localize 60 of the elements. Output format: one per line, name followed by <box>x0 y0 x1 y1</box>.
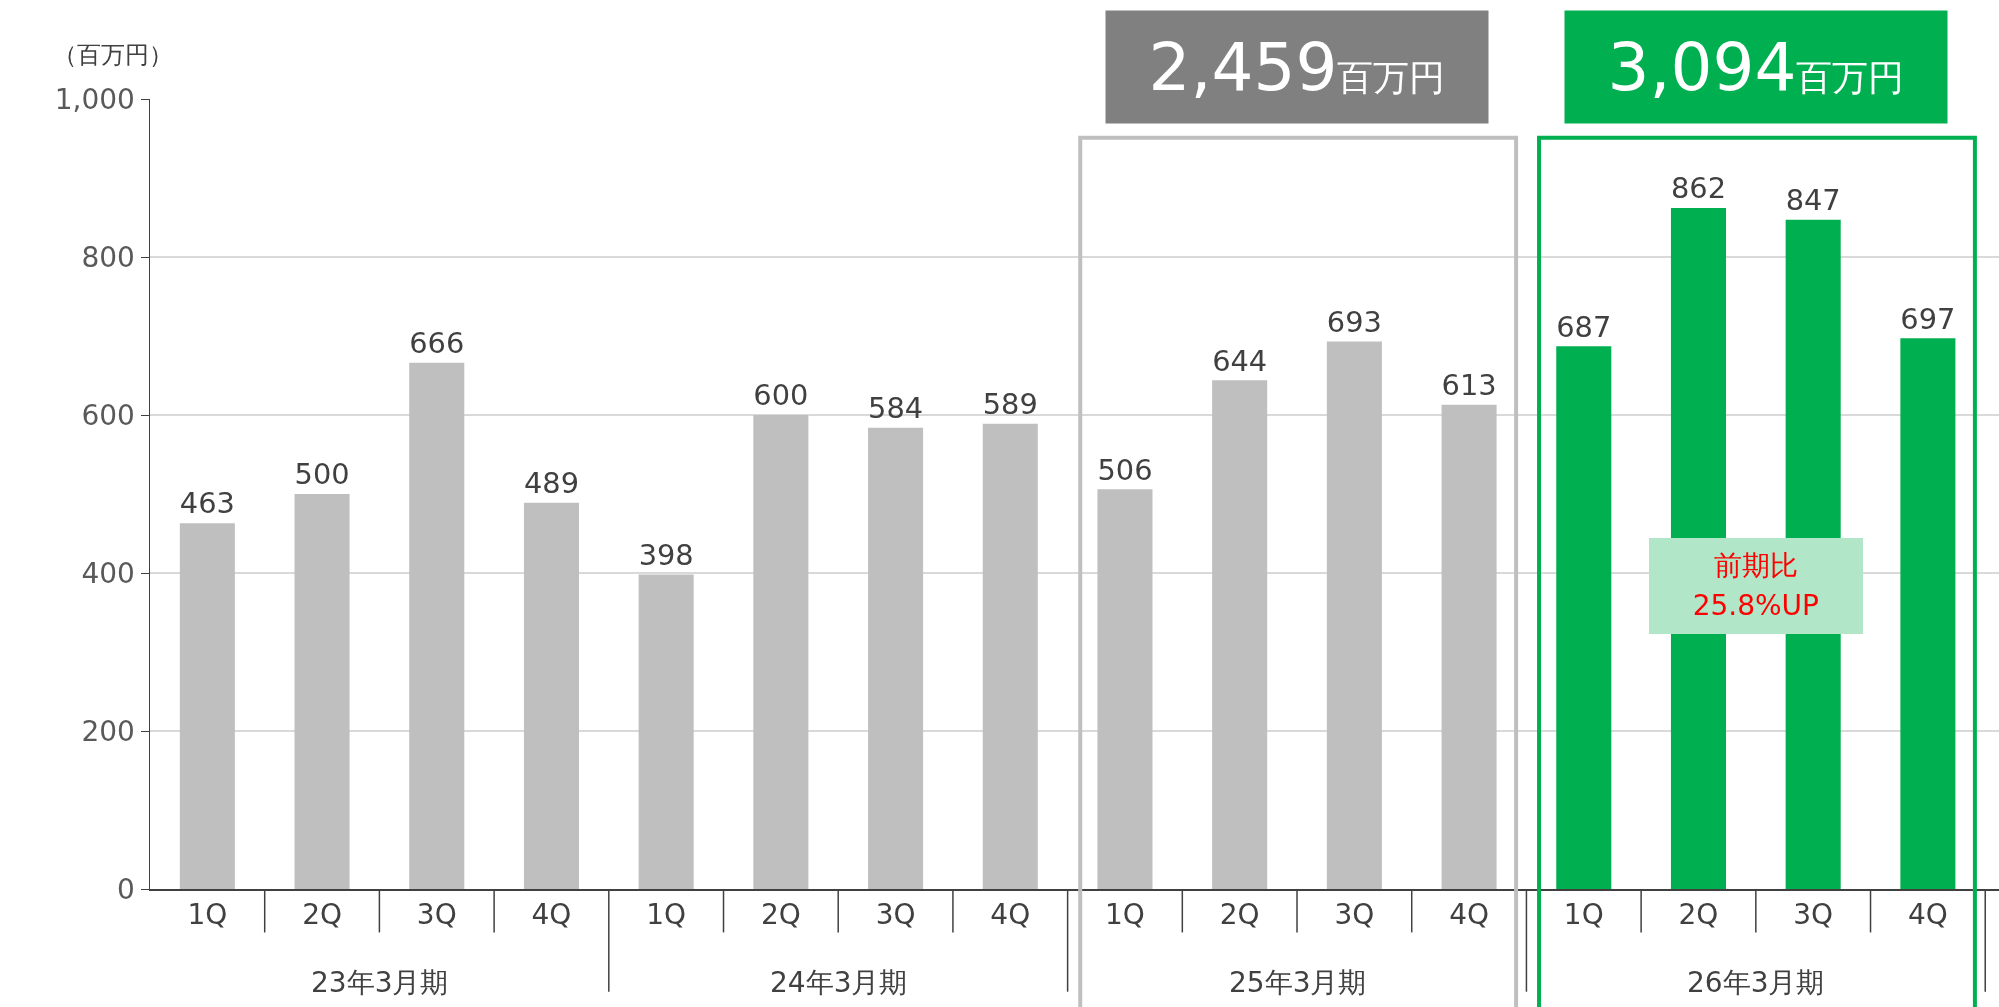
x-tick-label: 2Q <box>760 898 801 932</box>
data-label: 644 <box>1212 343 1268 378</box>
x-tick-label: 3Q <box>1793 898 1834 932</box>
data-label: 693 <box>1326 304 1382 339</box>
x-tick-label: 1Q <box>1563 898 1604 932</box>
x-tick-label: 4Q <box>1449 898 1490 932</box>
data-label: 489 <box>523 465 579 500</box>
x-tick-label: 1Q <box>646 898 687 932</box>
data-label: 613 <box>1441 368 1497 402</box>
x-tick-label: 2Q <box>302 898 342 932</box>
y-tick-label: 1,000 <box>54 82 135 116</box>
bar <box>982 423 1038 889</box>
bar <box>1326 341 1382 889</box>
data-label: 589 <box>982 386 1038 421</box>
x-tick-label: 1Q <box>187 898 228 932</box>
bar <box>409 362 465 889</box>
x-tick-label: 4Q <box>1907 898 1948 932</box>
text: 24年3月期 <box>770 966 908 999</box>
bar <box>868 427 924 889</box>
data-label: 500 <box>294 457 350 492</box>
data-label: 584 <box>868 390 924 425</box>
bar <box>1556 346 1612 889</box>
bar <box>1900 338 1956 889</box>
y-tick-label: 600 <box>81 398 135 432</box>
data-label: 862 <box>1670 171 1726 206</box>
bar <box>753 415 809 889</box>
data-label: 398 <box>638 537 694 572</box>
y-tick-label: 400 <box>81 556 135 590</box>
x-tick-label: 3Q <box>1334 898 1375 932</box>
data-label: 697 <box>1900 301 1956 336</box>
text: 26年3月期 <box>1687 966 1825 999</box>
bar <box>294 494 350 889</box>
bar <box>638 574 694 889</box>
x-tick-label: 4Q <box>531 898 572 932</box>
bar <box>179 523 235 889</box>
y-tick-label: 200 <box>81 714 135 748</box>
y-axis-title: （百万円） <box>53 41 173 69</box>
data-label: 687 <box>1556 309 1612 344</box>
bar <box>1212 380 1268 889</box>
y-tick-label: 800 <box>81 240 135 274</box>
bar <box>1097 489 1153 889</box>
annotation: 前期比 25.8%UP <box>1648 537 1863 634</box>
x-tick-label: 2Q <box>1219 898 1260 932</box>
data-label: 463 <box>179 486 235 521</box>
y-tick-label: 0 <box>117 872 135 906</box>
x-tick-label: 1Q <box>1105 898 1145 932</box>
x-tick-label: 4Q <box>990 898 1031 932</box>
text: 25年3月期 <box>1229 966 1367 999</box>
annotation: 2,459百万円 <box>1148 28 1446 106</box>
data-label: 600 <box>753 378 809 413</box>
data-label: 506 <box>1097 452 1153 487</box>
x-tick-label: 2Q <box>1678 898 1719 932</box>
x-tick-label: 3Q <box>416 898 457 932</box>
data-label: 666 <box>409 326 465 361</box>
annotation: 3,094百万円 <box>1607 28 1905 106</box>
text: 23年3月期 <box>311 966 449 999</box>
bar <box>1441 404 1497 889</box>
bar <box>523 502 579 889</box>
x-tick-label: 3Q <box>875 898 916 932</box>
data-label: 847 <box>1785 183 1841 218</box>
